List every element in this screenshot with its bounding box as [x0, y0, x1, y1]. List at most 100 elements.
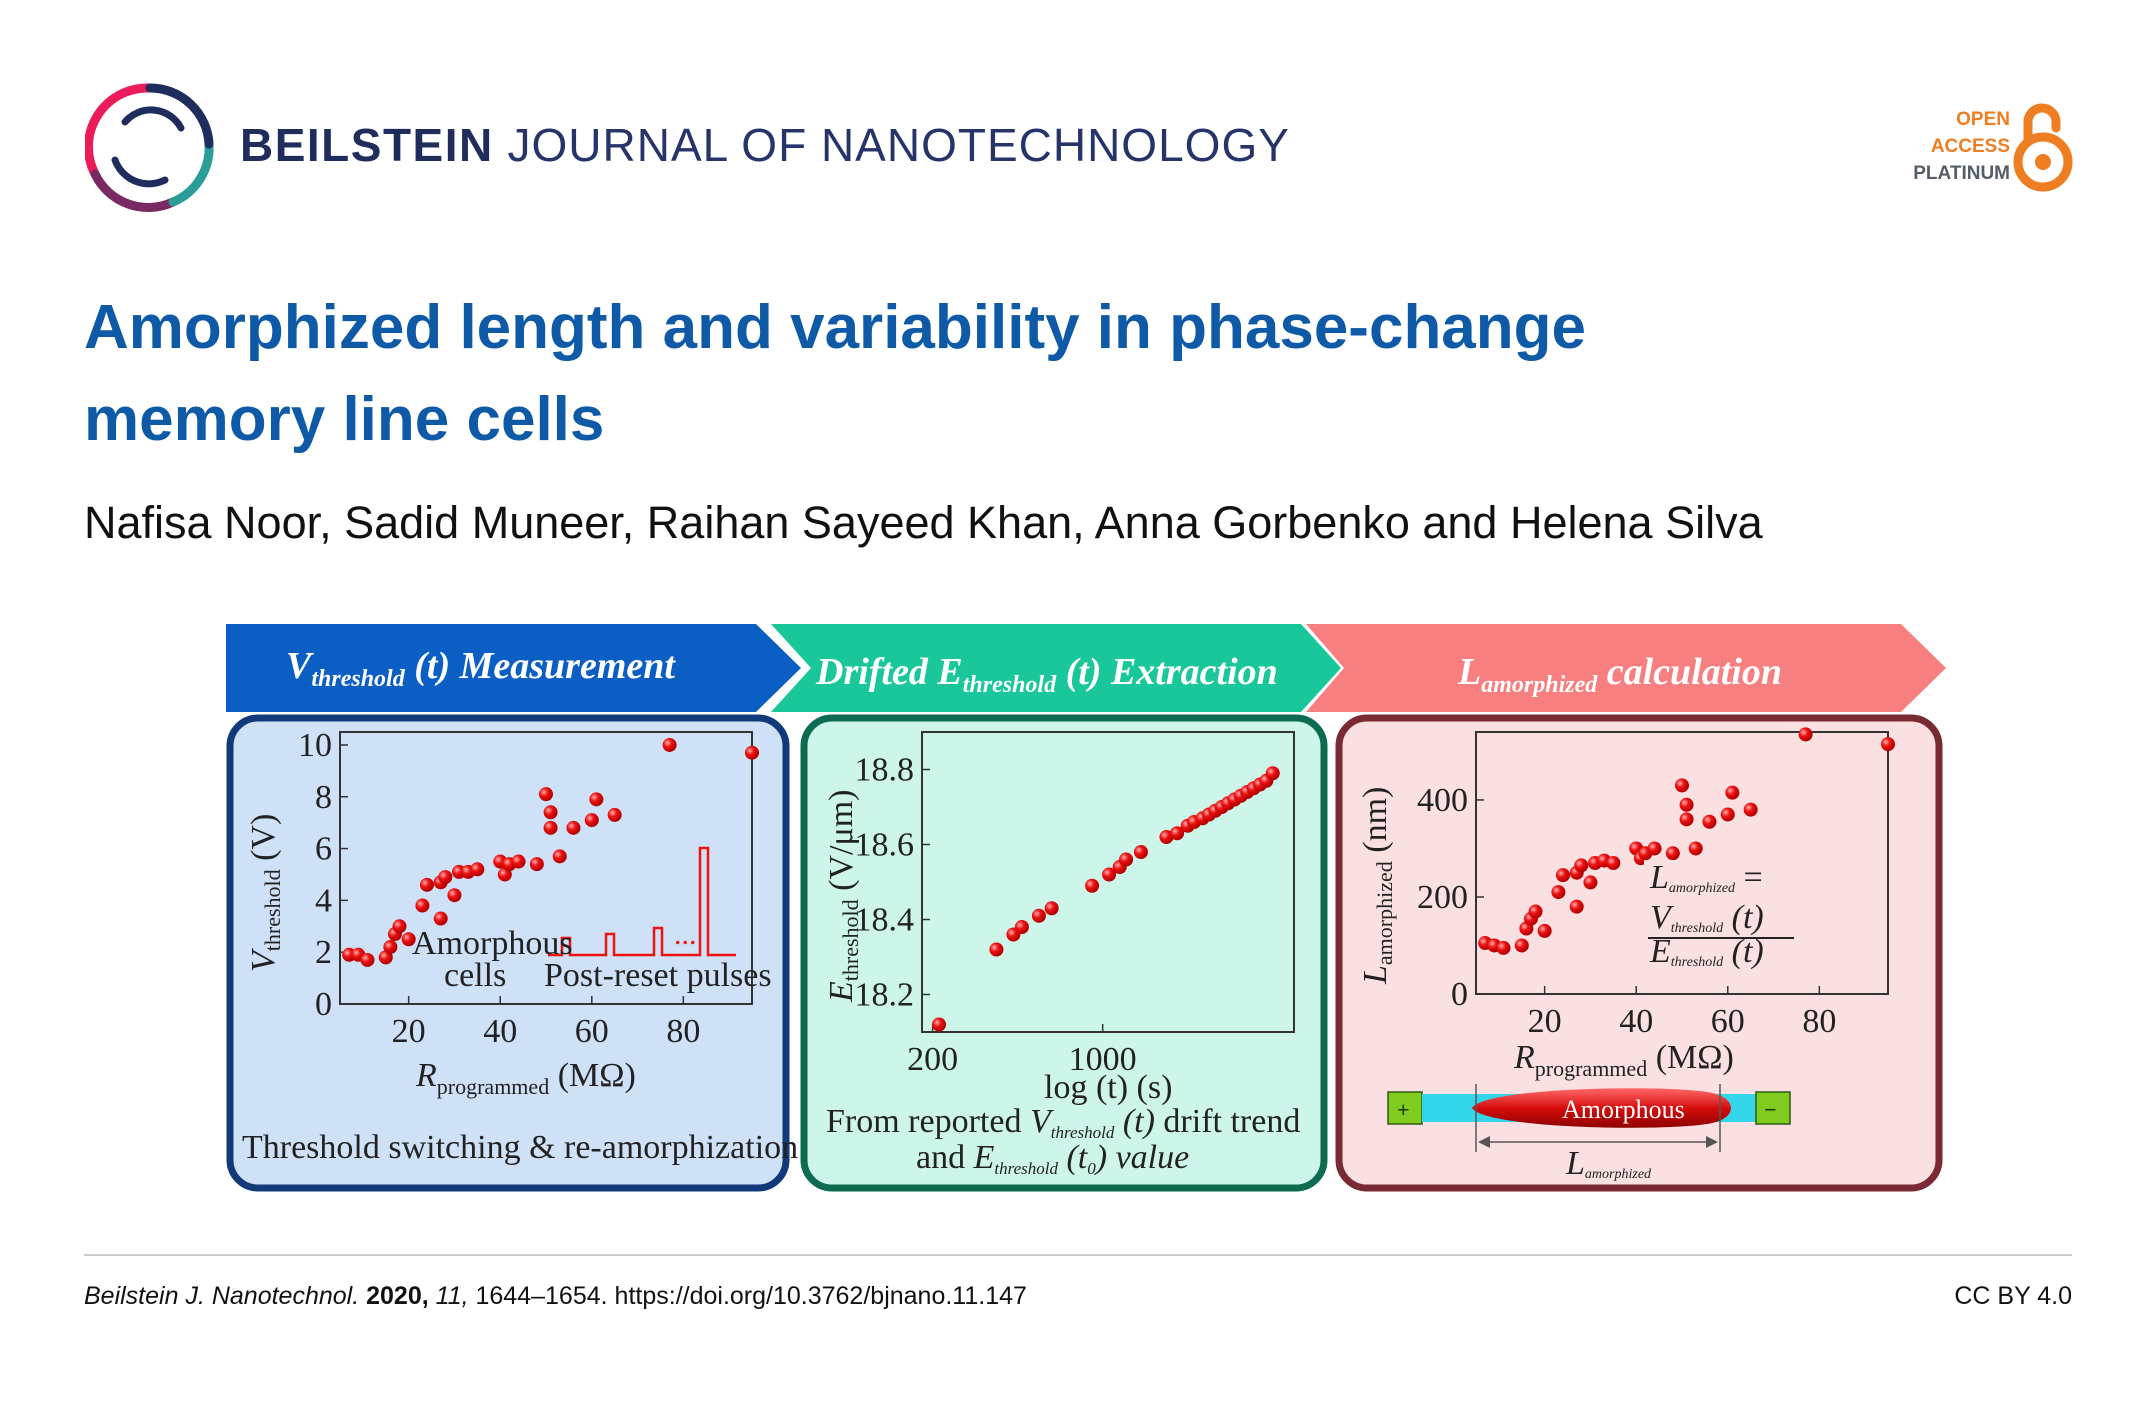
chart-1-data-point	[383, 940, 398, 955]
chart-3-ylabel: Lamorphized (nm)	[1357, 787, 1397, 985]
panel-1-box	[226, 714, 790, 1192]
chart-1-data-point	[360, 952, 375, 967]
equation-equals: =	[1735, 859, 1763, 896]
chart-1: 20 40 60 80 0 2 4 6 8 10 ... Amorphous cells Post…	[242, 727, 798, 1166]
banner-3-sub: amorphized	[1481, 672, 1598, 698]
panel-2-caption2-t0: 0	[1087, 1159, 1096, 1178]
chart-3-ylabel-sub: amorphized	[1372, 861, 1397, 965]
chart-2-data-point	[932, 1017, 947, 1032]
device-minus: −	[1764, 1097, 1777, 1122]
length-label: Lamorphized	[1565, 1145, 1652, 1182]
chart-2-data-point	[1014, 920, 1029, 934]
panel-2-caption-post: drift trend	[1155, 1103, 1300, 1140]
panel-2-caption2-pre: and	[916, 1139, 974, 1176]
chart-1-ytick-label: 4	[315, 882, 332, 919]
chart-3-data-point	[1606, 856, 1621, 870]
banner-2-main: Drifted E	[815, 651, 963, 693]
chart-2-ytick-label: 18.2	[855, 977, 915, 1014]
chart-3-plot-area	[1475, 731, 1889, 995]
chart-3-data-point	[1675, 778, 1689, 793]
chart-1-xlabel-sub: programmed	[437, 1074, 549, 1099]
chart-1-xlabel-main: R	[415, 1057, 437, 1094]
chart-2-data-point	[1102, 867, 1117, 882]
article-title-line2: memory line cells	[84, 385, 605, 454]
equation-lhs-sub: amorphized	[1669, 881, 1736, 896]
banner-3-rest: calculation	[1597, 651, 1782, 693]
chart-3-data-point	[1569, 899, 1584, 914]
inset-label-post-reset: Post-reset pulses	[544, 957, 772, 994]
beilstein-logo-icon	[85, 83, 214, 212]
chart-2-data-point	[1265, 766, 1280, 781]
equation-den-sub: threshold	[1671, 955, 1724, 970]
chart-3-data-point	[1665, 846, 1680, 861]
chart-2-xtick-label: 200	[907, 1041, 958, 1078]
chart-1-xlabel-unit: (MΩ)	[549, 1057, 636, 1094]
chart-1-data-point	[552, 849, 567, 864]
chart-1-xlabel: Rprogrammed (MΩ)	[415, 1057, 636, 1099]
inset-label-cells: cells	[444, 957, 506, 994]
open-access-badge: OPEN ACCESS PLATINUM	[1860, 106, 2010, 187]
chart-2-plot-area	[921, 731, 1295, 1033]
panel-2-caption-v-sub: threshold	[1051, 1123, 1115, 1142]
post-reset-pulses	[548, 846, 736, 957]
equation-num-t: (t)	[1723, 899, 1764, 936]
journal-name-bold: BEILSTEIN	[240, 119, 494, 171]
banner-2-rest: (t) Extraction	[1056, 651, 1278, 693]
chart-1-data-point	[745, 745, 759, 760]
panel-1-caption: Threshold switching & re-amorphization	[242, 1129, 798, 1166]
chart-3-xlabel: Rprogrammed (MΩ)	[1513, 1039, 1734, 1081]
citation-volume: 11,	[435, 1282, 469, 1310]
chart-3-xlabel-main: R	[1513, 1039, 1535, 1076]
chart-2-ylabel-unit: (V/μm)	[823, 790, 860, 900]
chart-1-data-point	[566, 820, 581, 835]
chart-2-ylabel-sub: threshold	[838, 899, 863, 981]
chart-3-data-point	[1720, 807, 1735, 822]
equation-lhs: Lamorphized =	[1649, 859, 1763, 896]
chart-2-ylabel: Ethreshold (V/μm)	[823, 790, 863, 1004]
panel-2-box	[800, 714, 1328, 1192]
chart-1-data-point	[419, 877, 434, 892]
banner-1-arrow	[226, 624, 801, 712]
chart-2-ylabel-main: E	[823, 981, 860, 1003]
chart-3-ytick-label: 0	[1451, 976, 1468, 1013]
equation-num-sub: threshold	[1671, 921, 1724, 936]
citation-doi-link[interactable]: https://doi.org/10.3762/bjnano.11.147	[614, 1282, 1027, 1310]
chart-2-data-point	[1044, 901, 1059, 916]
chart-3-xtick-label: 80	[1802, 1003, 1836, 1040]
chart-1-ytick-label: 10	[298, 727, 332, 764]
chart-3-xlabel-sub: programmed	[1535, 1056, 1647, 1081]
chart-1-xtick-label: 40	[483, 1013, 517, 1050]
chart-1-data-point	[662, 737, 677, 752]
oa-line-open: OPEN	[1956, 109, 2010, 130]
footer-divider	[84, 1254, 2072, 1256]
chart-1-data-point	[543, 805, 558, 820]
chart-1-data-point	[415, 898, 430, 913]
citation-year: 2020,	[366, 1282, 429, 1310]
length-label-main: L	[1565, 1145, 1585, 1182]
chart-1-xtick-label: 60	[575, 1013, 609, 1050]
chart-2-data-point	[1170, 826, 1185, 841]
device-electrode-left	[1387, 1091, 1423, 1125]
chart-3-data-point	[1688, 841, 1703, 856]
chart-3-data-point	[1551, 885, 1566, 900]
panel-2-caption-pre: From reported	[826, 1103, 1030, 1140]
chart-3-xlabel-unit: (MΩ)	[1647, 1039, 1734, 1076]
chart-2-ytick-label: 18.8	[855, 752, 915, 789]
chart-3-data-point	[1583, 875, 1598, 890]
citation-journal: Beilstein J. Nanotechnol.	[84, 1282, 360, 1310]
oa-line-access: ACCESS	[1930, 136, 2010, 157]
banner-1-text: Vthreshold (t) Measurement	[286, 645, 676, 692]
chart-3-xtick-label: 60	[1711, 1003, 1745, 1040]
chart-1-data-point	[607, 807, 622, 822]
banner-2-sub: threshold	[963, 672, 1057, 698]
license: CC BY 4.0	[1954, 1282, 2072, 1310]
chart-3-data-point	[1679, 797, 1694, 812]
chart-3-ylabel-unit: (nm)	[1357, 787, 1394, 862]
chart-3-ytick-label: 400	[1417, 782, 1468, 819]
chart-1-ytick-label: 8	[315, 779, 332, 816]
chart-2-data-point	[1159, 830, 1174, 844]
chart-1-ytick-label: 2	[315, 934, 332, 971]
length-arrow-head-left	[1478, 1136, 1490, 1148]
article-title-line1: Amorphized length and variability in pha…	[84, 293, 1587, 362]
chart-1-data-point	[392, 919, 407, 934]
